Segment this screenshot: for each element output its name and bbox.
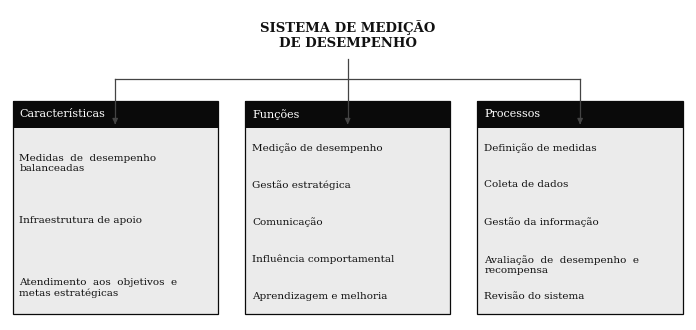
Bar: [13, 101, 218, 128]
Text: Avaliação  de  desempenho  e
recompensa: Avaliação de desempenho e recompensa: [484, 255, 640, 275]
Bar: [477, 101, 683, 128]
Bar: [13, 101, 218, 314]
Text: Gestão estratégica: Gestão estratégica: [252, 181, 351, 190]
Text: Revisão do sistema: Revisão do sistema: [484, 292, 585, 301]
Text: Gestão da informação: Gestão da informação: [484, 217, 599, 227]
Text: Influência comportamental: Influência comportamental: [252, 255, 395, 264]
Text: Medição de desempenho: Medição de desempenho: [252, 143, 383, 153]
Text: Infraestrutura de apoio: Infraestrutura de apoio: [19, 215, 143, 225]
Text: Aprendizagem e melhoria: Aprendizagem e melhoria: [252, 292, 388, 301]
Text: Funções: Funções: [252, 109, 299, 119]
Text: Processos: Processos: [484, 109, 541, 119]
Text: Comunicação: Comunicação: [252, 217, 322, 227]
Text: Coleta de dados: Coleta de dados: [484, 181, 569, 189]
Text: Medidas  de  desempenho
balanceadas: Medidas de desempenho balanceadas: [19, 154, 157, 174]
Bar: [477, 101, 683, 314]
Bar: [245, 101, 450, 128]
Text: Características: Características: [19, 109, 105, 119]
Text: SISTEMA DE MEDIÇÃO
DE DESEMPENHO: SISTEMA DE MEDIÇÃO DE DESEMPENHO: [260, 20, 436, 50]
Text: Atendimento  aos  objetivos  e
metas estratégicas: Atendimento aos objetivos e metas estrat…: [19, 278, 177, 298]
Bar: [245, 101, 450, 314]
Text: Definição de medidas: Definição de medidas: [484, 143, 597, 153]
